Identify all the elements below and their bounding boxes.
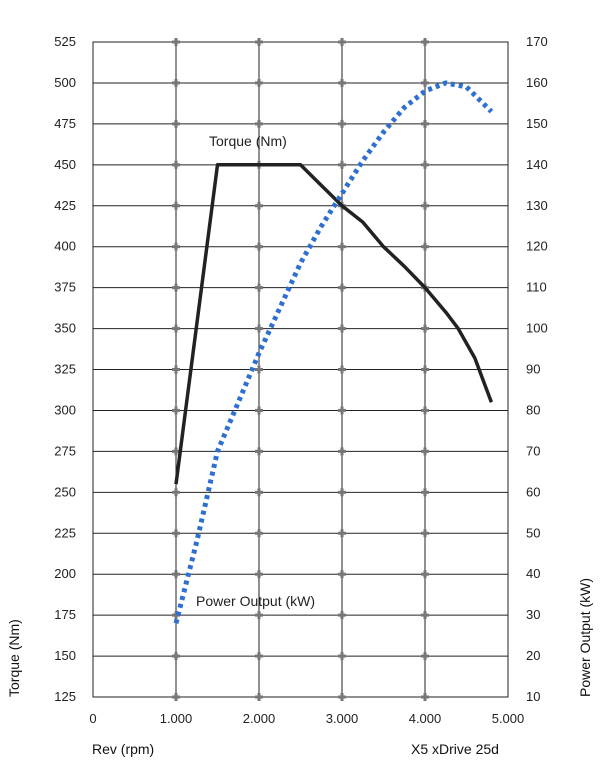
y-left-tick-label: 225: [54, 525, 76, 540]
y-right-tick-label: 110: [526, 280, 547, 295]
y-left-tick-label: 275: [54, 443, 76, 458]
left-axis-title: Torque (Nm): [6, 619, 22, 697]
y-left-tick-label: 525: [54, 34, 76, 49]
y-right-tick-label: 80: [526, 402, 540, 417]
x-tick-label: 0: [89, 711, 96, 726]
power-output-line: [173, 80, 494, 624]
y-left-tick-label: 425: [54, 198, 76, 213]
x-axis-title: Rev (rpm): [92, 741, 154, 757]
torque-series-label: Torque (Nm): [209, 133, 287, 149]
y-left-tick-label: 450: [54, 157, 76, 172]
y-right-tick-label: 100: [526, 321, 548, 336]
y-right-tick-label: 150: [526, 116, 548, 131]
y-right-tick-label: 90: [526, 362, 540, 377]
y-right-tick-label: 160: [526, 75, 548, 90]
y-right-tick-label: 50: [526, 525, 540, 540]
y-left-tick-label: 125: [54, 689, 76, 704]
series-lines: [173, 80, 494, 624]
y-left-tick-label: 300: [54, 402, 76, 417]
x-tick-label: 2.000: [243, 711, 276, 726]
x-tick-label: 3.000: [326, 711, 359, 726]
y-right-tick-label: 30: [526, 607, 540, 622]
x-tick-label: 5.000: [492, 711, 525, 726]
x-tick-label: 4.000: [409, 711, 442, 726]
chart-caption: X5 xDrive 25d: [411, 741, 499, 757]
power-series-label: Power Output (kW): [196, 593, 315, 609]
y-right-tick-label: 40: [526, 566, 540, 581]
y-left-tick-label: 325: [54, 362, 76, 377]
y-right-tick-label: 20: [526, 648, 540, 663]
y-right-tick-label: 120: [526, 239, 548, 254]
axis-ticks: 1251501752002252502753003253503754004254…: [54, 34, 547, 726]
y-left-tick-label: 400: [54, 239, 76, 254]
y-right-tick-label: 70: [526, 443, 540, 458]
labels: Torque (Nm) Power Output (kW) Rev (rpm) …: [6, 133, 593, 757]
y-left-tick-label: 250: [54, 484, 76, 499]
grid: [92, 38, 509, 701]
y-right-tick-label: 10: [526, 689, 540, 704]
plot-frame: [92, 41, 509, 698]
y-right-tick-label: 140: [526, 157, 548, 172]
y-left-tick-label: 500: [54, 75, 76, 90]
y-left-tick-label: 350: [54, 321, 76, 336]
torque-line: [174, 163, 494, 485]
y-left-tick-label: 175: [54, 607, 76, 622]
y-right-tick-label: 170: [526, 34, 548, 49]
right-axis-title: Power Output (kW): [577, 578, 593, 697]
x-tick-label: 1.000: [160, 711, 193, 726]
y-right-tick-label: 60: [526, 484, 540, 499]
y-left-tick-label: 375: [54, 280, 76, 295]
y-right-tick-label: 130: [526, 198, 548, 213]
y-left-tick-label: 475: [54, 116, 76, 131]
y-left-tick-label: 150: [54, 648, 76, 663]
y-left-tick-label: 200: [54, 566, 76, 581]
